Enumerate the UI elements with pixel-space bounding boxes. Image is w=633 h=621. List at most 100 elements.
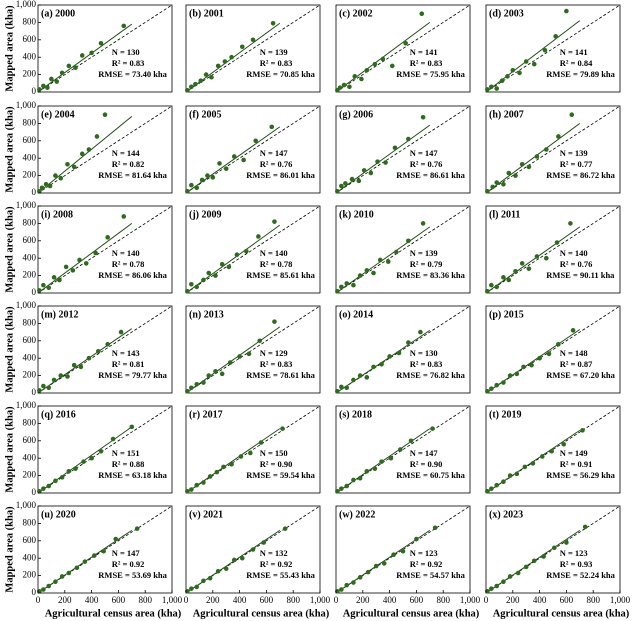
point xyxy=(526,164,532,170)
point xyxy=(222,59,228,64)
stat-annotation: R² = 0.83 xyxy=(410,58,443,68)
stat-annotation: N = 143 xyxy=(112,348,140,358)
stat-annotation: RMSE = 83.36 kha xyxy=(396,270,465,280)
point xyxy=(41,587,46,592)
point xyxy=(193,81,198,87)
stat-annotation: RMSE = 90.11 kha xyxy=(546,270,615,280)
panel-title: (d) 2003 xyxy=(489,8,524,19)
point xyxy=(113,536,119,542)
point xyxy=(37,388,42,393)
x-tick-label: 0 xyxy=(36,595,41,605)
point xyxy=(210,175,216,180)
point xyxy=(519,161,525,167)
panel-title: (f) 2005 xyxy=(189,109,222,120)
y-tick-label: 200 xyxy=(23,370,37,380)
point xyxy=(207,575,213,581)
point xyxy=(570,328,576,333)
stat-annotation: R² = 0.78 xyxy=(112,259,145,269)
point xyxy=(419,11,425,16)
point xyxy=(379,361,384,367)
one-to-one-line xyxy=(486,306,620,393)
fit-line xyxy=(336,226,431,293)
y-tick-label: 1,000 xyxy=(16,200,37,210)
plot-frame xyxy=(37,305,173,394)
point xyxy=(549,448,554,454)
point xyxy=(372,466,378,471)
point xyxy=(185,87,190,93)
point xyxy=(71,164,77,170)
stat-annotation: RMSE = 79.77 kha xyxy=(98,370,167,380)
point xyxy=(507,473,513,478)
point xyxy=(185,188,190,194)
point xyxy=(37,188,42,194)
point xyxy=(564,540,569,545)
point xyxy=(351,282,356,288)
point xyxy=(418,329,423,335)
point xyxy=(37,488,42,494)
point xyxy=(341,82,347,88)
point xyxy=(205,173,210,178)
point xyxy=(344,281,350,286)
point xyxy=(387,354,392,359)
x-tick-label: 400 xyxy=(383,595,397,605)
point xyxy=(489,282,494,288)
point xyxy=(569,112,575,117)
stat-annotation: RMSE = 55.43 kha xyxy=(246,570,315,580)
point xyxy=(241,157,246,163)
point xyxy=(223,166,229,171)
x-tick-label: 800 xyxy=(286,595,300,605)
stat-annotation: R² = 0.79 xyxy=(410,259,443,269)
point xyxy=(514,371,520,377)
panel-title: (c) 2002 xyxy=(339,8,373,19)
x-tick-label: 200 xyxy=(206,595,220,605)
point xyxy=(489,84,494,90)
point xyxy=(542,47,548,53)
point xyxy=(39,185,45,191)
point xyxy=(430,426,435,431)
x-tick-label: 200 xyxy=(506,595,520,605)
y-tick-label: 600 xyxy=(23,235,37,245)
y-axis-title: Mapped area (kha) xyxy=(4,5,15,92)
y-tick-label: 400 xyxy=(23,552,37,562)
point xyxy=(344,385,350,391)
stat-annotation: R² = 0.91 xyxy=(560,459,593,469)
point xyxy=(398,447,403,452)
point xyxy=(501,380,506,385)
point xyxy=(201,578,206,584)
y-axis-title: Mapped area (kha) xyxy=(4,406,15,493)
point xyxy=(102,112,108,117)
point xyxy=(49,76,54,82)
point xyxy=(189,84,194,90)
point xyxy=(371,364,376,370)
stat-annotation: N = 147 xyxy=(410,448,439,458)
point xyxy=(66,570,72,576)
point xyxy=(201,380,206,385)
y-tick-label: 800 xyxy=(23,117,37,127)
plot-frame xyxy=(37,4,173,93)
point xyxy=(58,175,64,181)
point xyxy=(86,147,92,152)
point xyxy=(73,65,78,70)
point xyxy=(552,545,557,551)
point xyxy=(530,461,536,466)
point xyxy=(489,386,494,391)
point xyxy=(98,40,104,46)
point xyxy=(347,84,352,90)
point xyxy=(189,282,194,287)
y-tick-label: 0 xyxy=(32,487,37,497)
y-tick-label: 800 xyxy=(23,317,37,327)
plot-frame xyxy=(335,4,471,93)
x-tick-label: 800 xyxy=(138,595,152,605)
point xyxy=(261,540,267,545)
panel-title: (l) 2011 xyxy=(489,209,520,220)
stat-annotation: R² = 0.78 xyxy=(260,259,293,269)
point xyxy=(357,475,363,481)
stat-annotation: R² = 0.87 xyxy=(560,359,593,369)
panel-title: (o) 2014 xyxy=(339,309,373,320)
y-tick-label: 600 xyxy=(23,535,37,545)
point xyxy=(244,248,249,254)
point xyxy=(89,455,94,461)
point xyxy=(83,261,89,266)
stat-annotation: N = 151 xyxy=(112,448,140,458)
stat-annotation: RMSE = 86.72 kha xyxy=(546,170,615,180)
